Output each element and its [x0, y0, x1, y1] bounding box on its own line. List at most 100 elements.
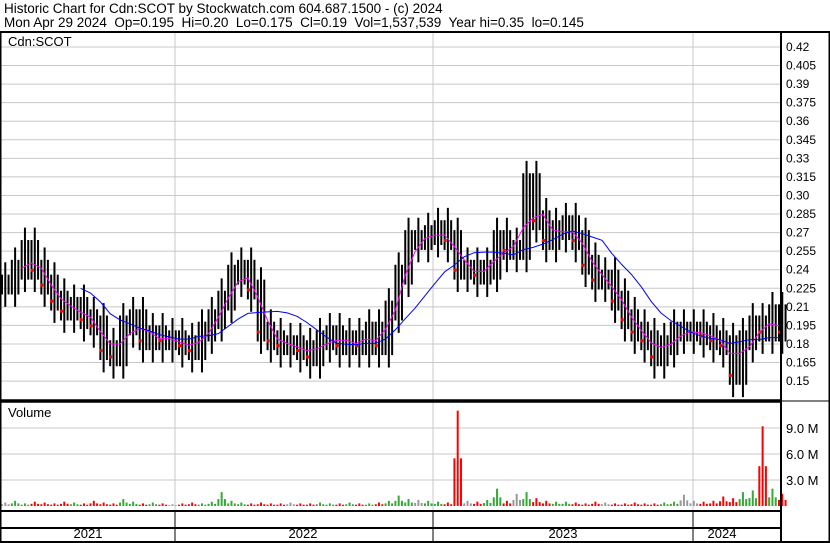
- volume-bar: [40, 504, 43, 506]
- volume-bar: [338, 503, 341, 506]
- volume-bar: [532, 502, 535, 506]
- volume-bar: [17, 503, 20, 506]
- down-close-marker: [305, 355, 309, 359]
- volume-bar: [650, 504, 653, 506]
- volume-bar: [646, 504, 649, 506]
- price-tick-label: 0.165: [786, 356, 816, 370]
- volume-bar: [489, 502, 492, 506]
- volume-bar: [676, 503, 679, 506]
- volume-bar: [541, 503, 544, 506]
- volume-bar: [712, 500, 715, 506]
- volume-bar: [663, 502, 666, 506]
- volume-bar: [653, 503, 656, 506]
- volume-bar: [630, 504, 633, 506]
- volume-bar: [430, 503, 433, 506]
- volume-bar: [689, 503, 692, 506]
- volume-bar: [682, 494, 685, 506]
- volume-bar: [63, 501, 66, 506]
- volume-bar: [597, 503, 600, 506]
- volume-bar: [502, 503, 505, 506]
- down-close-marker: [571, 239, 575, 243]
- volume-bar: [741, 492, 744, 506]
- down-close-marker: [630, 330, 634, 334]
- volume-bar: [469, 503, 472, 506]
- volume-bar: [407, 499, 410, 506]
- price-tick-label: 0.21: [786, 300, 810, 314]
- volume-bar: [728, 502, 731, 506]
- down-close-marker: [355, 344, 359, 348]
- volume-bar: [496, 488, 499, 506]
- price-tick-label: 0.405: [786, 59, 816, 73]
- volume-bar: [309, 503, 312, 506]
- down-close-marker: [256, 330, 260, 334]
- down-close-marker: [443, 239, 447, 243]
- volume-bar: [656, 504, 659, 506]
- volume-bar: [171, 504, 174, 506]
- volume-bar: [79, 504, 82, 506]
- volume-bar: [643, 503, 646, 506]
- volume-bar: [53, 503, 56, 506]
- volume-bar: [207, 503, 210, 506]
- volume-bar: [164, 504, 167, 506]
- volume-bar: [512, 499, 515, 506]
- volume-bar: [89, 503, 92, 506]
- volume-bar: [292, 504, 295, 506]
- volume-bar: [125, 502, 128, 506]
- volume-bar: [564, 501, 567, 506]
- volume-bar: [528, 499, 531, 506]
- volume-bar: [479, 503, 482, 506]
- volume-bar: [10, 503, 13, 506]
- volume-bar: [735, 502, 738, 506]
- volume-bar: [351, 504, 354, 506]
- volume-bar: [627, 504, 630, 506]
- volume-bar: [764, 466, 767, 506]
- short-moving-average: [21, 213, 780, 354]
- volume-bar: [112, 503, 115, 506]
- chart-header-quote: Mon Apr 29 2024 Op=0.195 Hi=0.20 Lo=0.17…: [4, 15, 584, 30]
- volume-bar: [105, 504, 108, 506]
- down-close-marker: [453, 268, 457, 272]
- down-close-marker: [335, 344, 339, 348]
- volume-bar: [168, 505, 171, 506]
- volume-bar: [548, 503, 551, 506]
- volume-bar: [459, 458, 462, 506]
- volume-bar: [686, 500, 689, 506]
- down-close-marker: [728, 373, 732, 377]
- down-close-marker: [581, 263, 585, 267]
- volume-bar: [574, 502, 577, 506]
- volume-bar: [217, 499, 220, 506]
- volume-bar: [227, 503, 230, 506]
- down-close-marker: [276, 344, 280, 348]
- volume-bar: [119, 502, 122, 506]
- volume-bar: [427, 500, 430, 506]
- down-close-marker: [541, 239, 545, 243]
- volume-bar: [509, 503, 512, 506]
- volume-bar: [715, 503, 718, 506]
- volume-bar: [414, 502, 417, 506]
- volume-bar: [384, 503, 387, 506]
- volume-bar: [358, 503, 361, 506]
- volume-bar: [486, 499, 489, 506]
- volume-bar: [561, 503, 564, 506]
- price-tick-label: 0.27: [786, 226, 810, 240]
- volume-bar: [702, 501, 705, 506]
- volume-bar: [666, 504, 669, 506]
- volume-bar: [696, 503, 699, 506]
- volume-bar: [420, 502, 423, 506]
- volume-bar: [230, 500, 233, 506]
- volume-bar: [43, 502, 46, 506]
- volume-bar: [282, 504, 285, 506]
- volume-bar: [204, 504, 207, 506]
- down-close-marker: [40, 283, 44, 287]
- volume-bar: [535, 498, 538, 506]
- volume-bar: [381, 504, 384, 506]
- volume-bar: [614, 503, 617, 506]
- down-close-marker: [79, 318, 83, 322]
- volume-bar: [551, 503, 554, 506]
- volume-bar: [620, 504, 623, 506]
- volume-bar: [761, 426, 764, 506]
- volume-bar: [587, 504, 590, 506]
- volume-bar: [30, 503, 33, 506]
- volume-bar: [705, 503, 708, 506]
